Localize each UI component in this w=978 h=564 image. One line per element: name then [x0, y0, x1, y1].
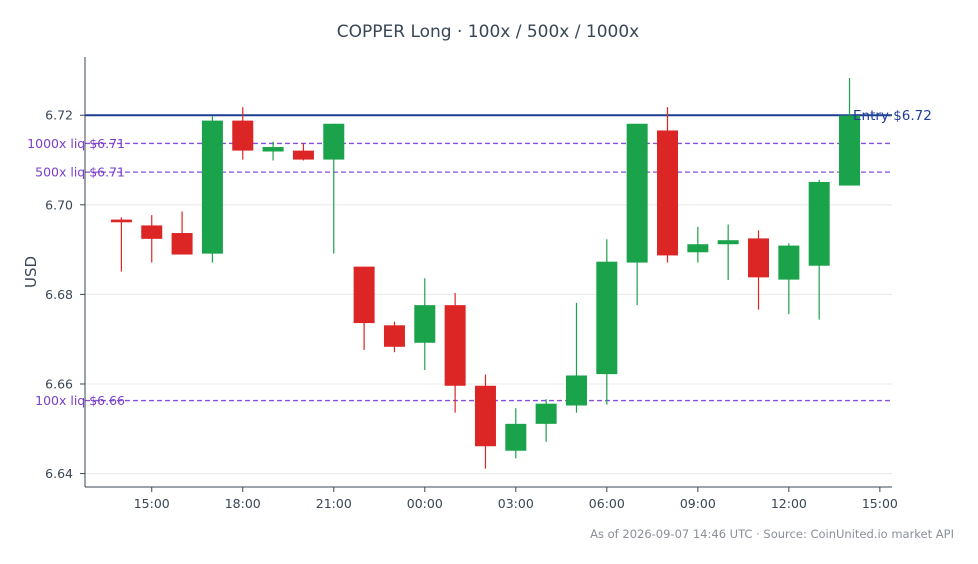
- chart-title: COPPER Long · 100x / 500x / 1000x: [337, 22, 639, 42]
- x-tick-label: 18:00: [225, 496, 261, 511]
- candle-down: [110, 217, 132, 272]
- candles: [110, 78, 861, 469]
- candle-down: [171, 211, 193, 255]
- candle-down: [656, 107, 678, 263]
- candle-up: [262, 141, 284, 161]
- source-footnote: As of 2026-09-07 14:46 UTC · Source: Coi…: [590, 527, 954, 541]
- candle-up: [505, 408, 527, 459]
- candle-body: [292, 150, 314, 160]
- candle-body: [232, 120, 254, 151]
- candle-up: [717, 224, 739, 281]
- y-tick-label: 6.66: [45, 376, 73, 391]
- candle-up: [414, 278, 436, 371]
- candle-up: [778, 243, 800, 315]
- x-tick-label: 03:00: [498, 496, 534, 511]
- candle-down: [232, 107, 254, 160]
- candle-body: [778, 245, 800, 280]
- x-axis-ticks: 15:00 18:00 21:00 00:00 03:00 06:00 09:00 12:00…: [134, 487, 898, 511]
- candle-down: [353, 266, 375, 350]
- entry-price-label: Entry $6.72: [853, 108, 932, 124]
- candle-up: [201, 116, 223, 263]
- candle-up: [839, 78, 861, 186]
- candle-body: [808, 181, 830, 266]
- candle-up: [565, 302, 587, 413]
- candle-body: [201, 120, 223, 254]
- candle-up: [596, 239, 618, 405]
- candle-body: [687, 244, 709, 253]
- y-axis-ticks: 6.64 6.66 6.68 6.70 6.72: [45, 108, 85, 481]
- x-tick-label: 12:00: [771, 496, 807, 511]
- candle-body: [596, 261, 618, 375]
- candle-body: [110, 219, 132, 223]
- candle-up: [626, 123, 648, 306]
- candle-body: [748, 238, 770, 278]
- candle-body: [323, 123, 345, 160]
- candle-body: [535, 403, 557, 424]
- x-tick-label: 15:00: [134, 496, 170, 511]
- candle-up: [808, 179, 830, 320]
- candle-up: [535, 399, 557, 442]
- candle-down: [444, 293, 466, 413]
- x-tick-label: 21:00: [316, 496, 352, 511]
- candle-down: [141, 215, 163, 263]
- x-tick-label: 06:00: [589, 496, 625, 511]
- candle-body: [262, 147, 284, 152]
- x-tick-label: 15:00: [862, 496, 898, 511]
- y-tick-label: 6.72: [45, 108, 73, 123]
- candle-body: [353, 266, 375, 324]
- candle-body: [414, 305, 436, 343]
- candle-body: [444, 305, 466, 386]
- x-tick-label: 00:00: [407, 496, 443, 511]
- candle-down: [292, 143, 314, 161]
- candle-up: [323, 123, 345, 254]
- candle-body: [474, 385, 496, 447]
- y-tick-label: 6.68: [45, 287, 73, 302]
- candle-body: [626, 123, 648, 263]
- reference-labels: Entry $6.72 1000x liq $6.71 500x liq $6.71…: [27, 108, 932, 408]
- y-tick-label: 6.70: [45, 197, 73, 212]
- liquidation-label: 100x liq $6.66: [35, 393, 125, 408]
- candle-body: [717, 240, 739, 245]
- y-tick-label: 6.64: [45, 466, 73, 481]
- candle-body: [565, 375, 587, 406]
- candle-body: [141, 225, 163, 239]
- candle-down: [748, 230, 770, 310]
- x-tick-label: 09:00: [680, 496, 716, 511]
- y-axis-label: USD: [22, 256, 40, 288]
- candle-body: [656, 130, 678, 256]
- candle-body: [839, 115, 861, 186]
- candle-down: [383, 321, 405, 353]
- candle-body: [505, 423, 527, 451]
- candle-up: [687, 226, 709, 263]
- liquidation-label: 1000x liq $6.71: [27, 136, 125, 151]
- liquidation-label: 500x liq $6.71: [35, 165, 125, 180]
- candle-body: [383, 325, 405, 347]
- candle-down: [474, 374, 496, 469]
- candle-body: [171, 233, 193, 255]
